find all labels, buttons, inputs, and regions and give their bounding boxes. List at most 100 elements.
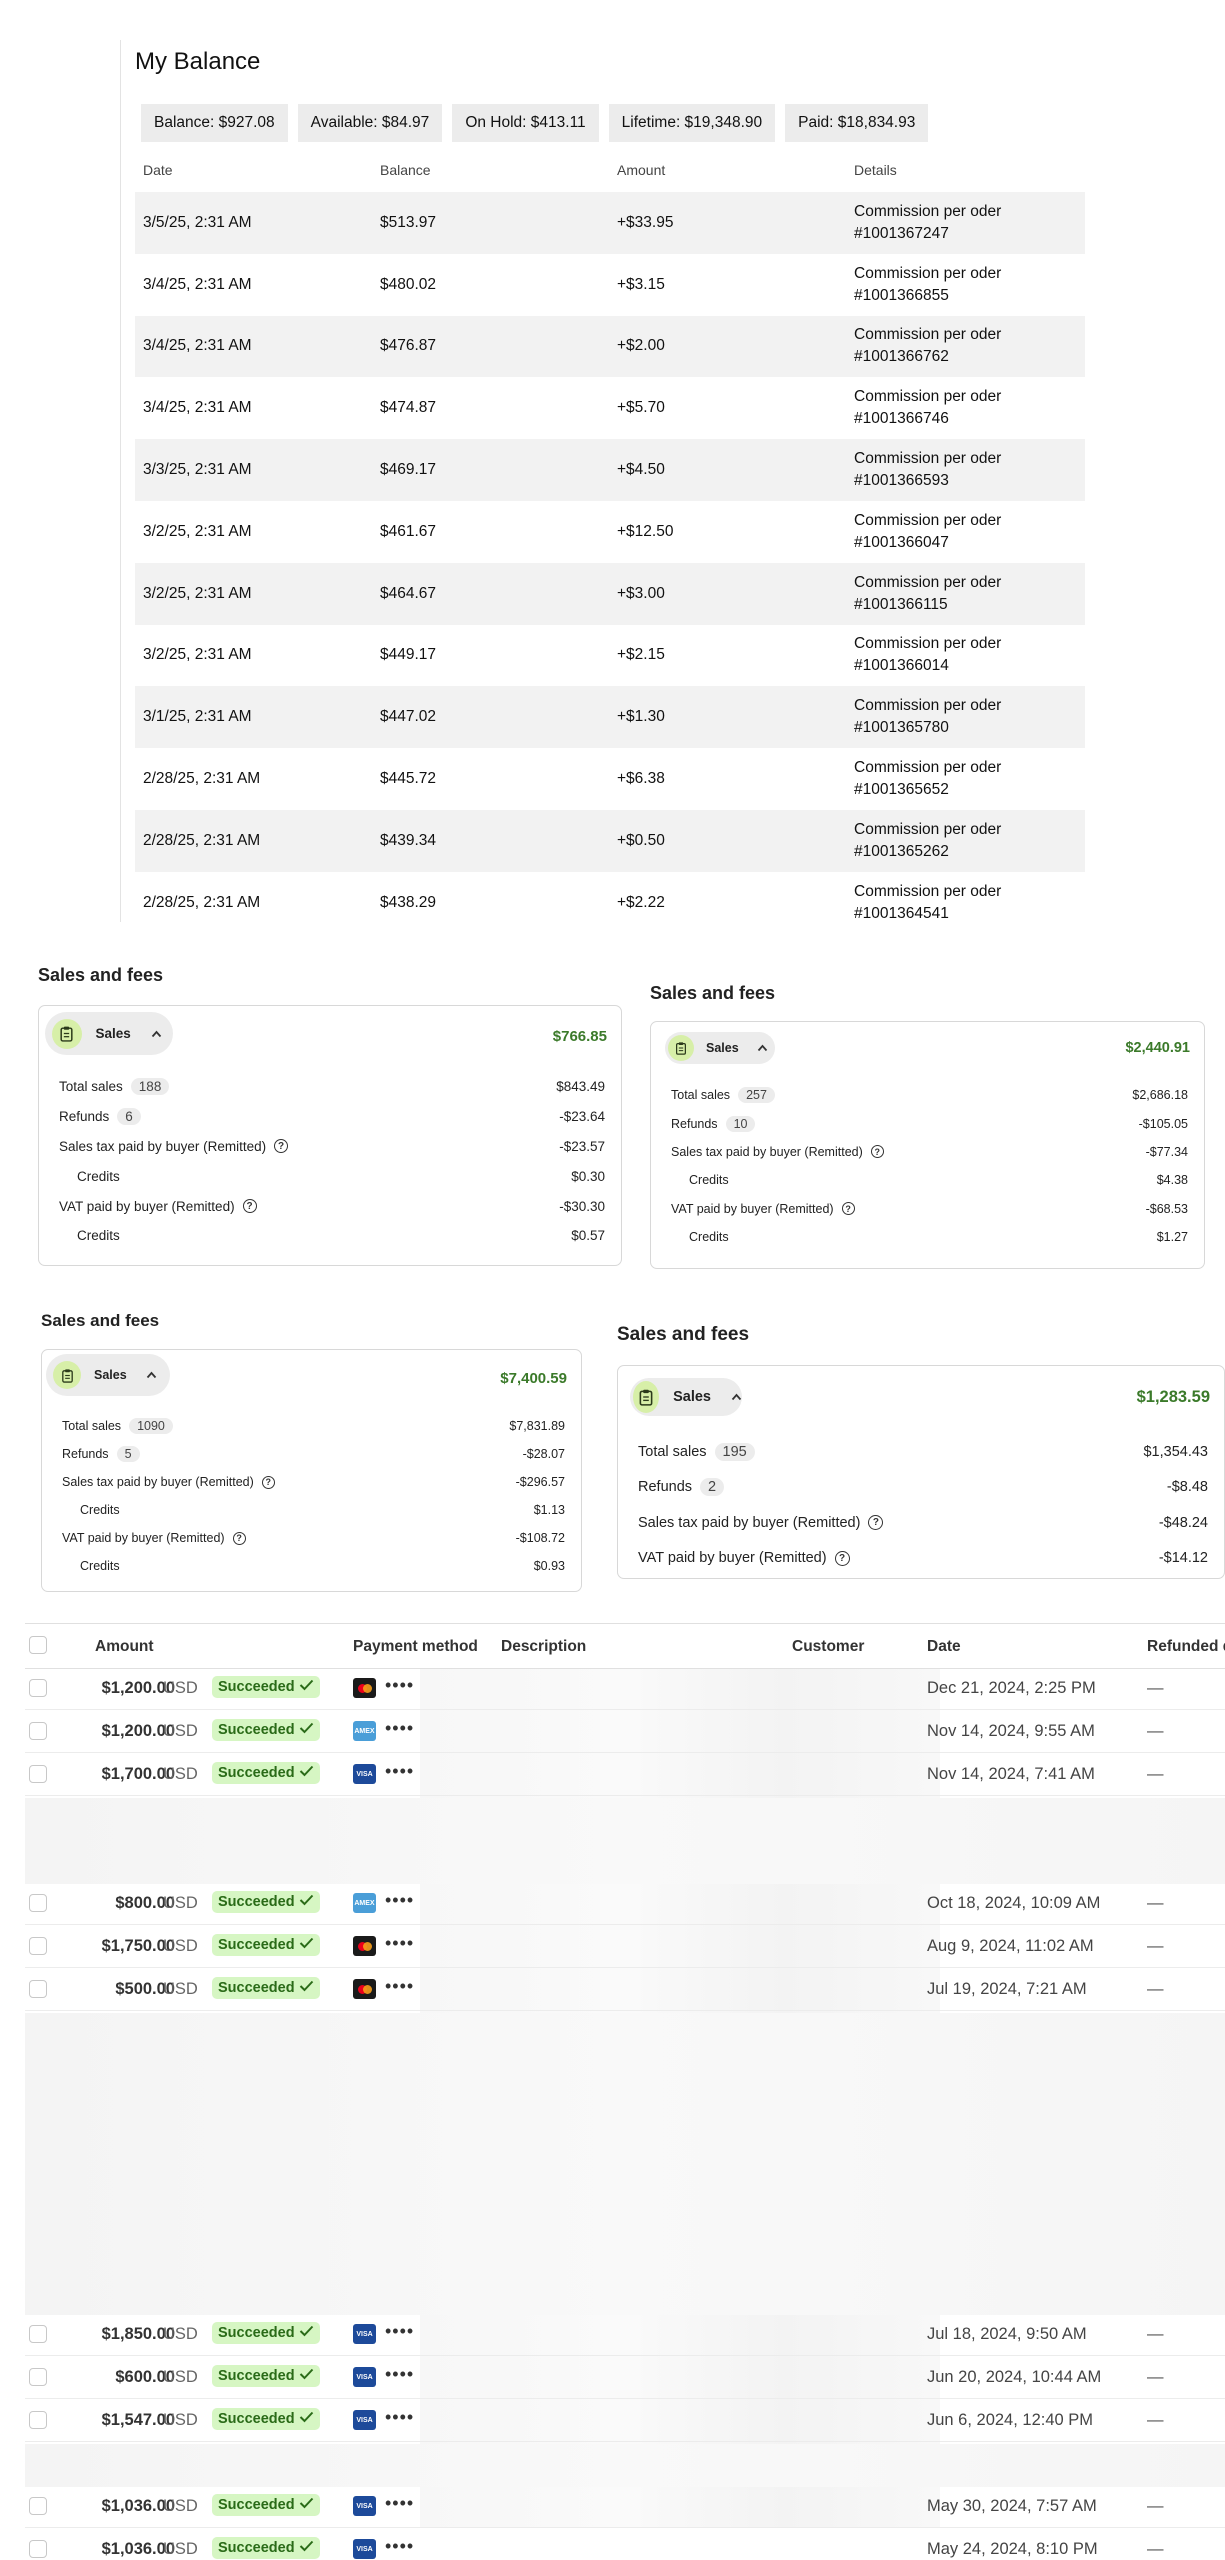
sales-line-label: Credits [80, 1503, 120, 1517]
refunded-value: — [1147, 2325, 1164, 2343]
row-checkbox[interactable] [29, 2325, 47, 2343]
sales-line-label-wrap: Total sales 1090 [62, 1418, 173, 1434]
status-label: Succeeded [218, 1980, 295, 1996]
count-badge: 195 [714, 1442, 755, 1461]
row-checkbox[interactable] [29, 1722, 47, 1740]
payment-amount: $1,547.00 [101, 2411, 175, 2429]
row-checkbox[interactable] [29, 2368, 47, 2386]
payment-currency: USD [163, 1722, 198, 1740]
balance-table-header: Date Balance Amount Details [135, 162, 1085, 178]
row-checkbox[interactable] [29, 1679, 47, 1697]
status-badge: Succeeded [212, 1934, 320, 1956]
row-checkbox[interactable] [29, 1980, 47, 1998]
row-details-text: Commission per oder [854, 759, 1002, 777]
check-icon [299, 1679, 314, 1695]
row-amount: +$3.15 [617, 275, 665, 293]
sales-toggle[interactable]: Sales [665, 1032, 775, 1064]
help-icon[interactable]: ? [274, 1139, 289, 1154]
count-badge: 1090 [129, 1418, 173, 1434]
payment-row[interactable]: $1,700.00 USD Succeeded VISA •••• Nov 14, 202… [25, 1753, 1225, 1796]
sales-label: Sales [706, 1041, 739, 1055]
row-date: 3/2/25, 2:31 AM [143, 522, 252, 540]
sales-line: Sales tax paid by buyer (Remitted)? -$296… [62, 1468, 565, 1496]
payment-row[interactable]: $1,547.00 USD Succeeded VISA •••• Jun 6, 2024… [25, 2399, 1225, 2442]
row-balance: $513.97 [380, 213, 437, 231]
payment-currency: USD [163, 2411, 198, 2429]
sales-toggle[interactable]: Sales [46, 1354, 170, 1396]
help-icon[interactable]: ? [868, 1515, 884, 1531]
balance-row: 3/3/25, 2:31 AM $469.17 +$4.50 Commission p… [135, 439, 1085, 501]
row-balance: $439.34 [380, 831, 437, 849]
payment-row[interactable]: $1,750.00 USD Succeeded •••• Aug 9, 2024, 11… [25, 1925, 1225, 1968]
help-icon[interactable]: ? [841, 1202, 855, 1216]
help-icon[interactable]: ? [870, 1145, 884, 1159]
help-icon[interactable]: ? [232, 1531, 246, 1545]
row-checkbox[interactable] [29, 1765, 47, 1783]
row-order-number: #1001365652 [854, 781, 949, 799]
help-icon[interactable]: ? [834, 1550, 850, 1566]
sales-line-value: -$68.53 [1145, 1201, 1188, 1216]
payment-date: Dec 21, 2024, 2:25 PM [927, 1679, 1096, 1697]
row-checkbox[interactable] [29, 2540, 47, 2558]
sales-fees-title: Sales and fees [38, 965, 164, 985]
row-details-text: Commission per oder [854, 635, 1002, 653]
sales-line-label-wrap: Sales tax paid by buyer (Remitted)? [62, 1475, 275, 1489]
sales-line-label: Total sales [59, 1079, 123, 1095]
sales-toggle[interactable]: Sales [630, 1378, 742, 1416]
masked-card-number: •••• [385, 2407, 415, 2427]
row-order-number: #1001366855 [854, 286, 949, 304]
payment-row[interactable]: $1,036.00 USD Succeeded VISA •••• May 30, 202… [25, 2485, 1225, 2528]
sales-line-value: -$23.57 [559, 1138, 605, 1154]
sales-toggle[interactable]: Sales [45, 1012, 173, 1055]
row-details-text: Commission per oder [854, 202, 1002, 220]
refunded-value: — [1147, 2368, 1164, 2386]
select-all-checkbox[interactable] [29, 1636, 47, 1654]
sales-line-label-wrap: VAT paid by buyer (Remitted)? [62, 1531, 246, 1545]
sales-line: Total sales 1090 $7,831.89 [62, 1412, 565, 1440]
sales-line: Credits $0.93 [62, 1552, 565, 1580]
row-details: Commission per oder #1001366593 [846, 448, 1085, 492]
chevron-up-icon [146, 1368, 157, 1382]
row-checkbox[interactable] [29, 1894, 47, 1912]
row-details-text: Commission per oder [854, 882, 1002, 900]
row-details-text: Commission per oder [854, 388, 1002, 406]
payment-row[interactable]: $500.00 USD Succeeded •••• Jul 19, 2024, 7:2… [25, 1968, 1225, 2011]
row-checkbox[interactable] [29, 2411, 47, 2429]
sales-label: Sales [95, 1026, 131, 1041]
col-amount: Amount [95, 1638, 154, 1655]
refunded-value: — [1147, 1765, 1164, 1783]
balance-row: 3/5/25, 2:31 AM $513.97 +$33.95 Commission … [135, 192, 1085, 254]
sales-line: Sales tax paid by buyer (Remitted)? -$77.… [671, 1138, 1188, 1166]
row-date: 3/1/25, 2:31 AM [143, 708, 252, 726]
payment-row[interactable]: $800.00 USD Succeeded AMEX •••• Oct 18, 2024,… [25, 1882, 1225, 1925]
sales-line-label-wrap: Total sales 257 [671, 1087, 775, 1104]
col-details: Details [854, 162, 897, 178]
row-checkbox[interactable] [29, 2497, 47, 2515]
balance-row: 2/28/25, 2:31 AM $438.29 +$2.22 Commission … [135, 872, 1085, 922]
sales-line-label: VAT paid by buyer (Remitted) [59, 1198, 235, 1214]
row-amount: +$2.15 [617, 646, 665, 664]
payment-currency: USD [163, 1765, 198, 1783]
visa-icon: VISA [353, 2410, 376, 2430]
payment-row[interactable]: $1,850.00 USD Succeeded VISA •••• Jul 18, 202… [25, 2313, 1225, 2356]
payment-date: May 30, 2024, 7:57 AM [927, 2497, 1097, 2515]
payment-row[interactable]: $1,200.00 USD Succeeded •••• Dec 21, 2024, 2… [25, 1667, 1225, 1710]
row-checkbox[interactable] [29, 1937, 47, 1955]
payment-row[interactable]: $1,200.00 USD Succeeded AMEX •••• Nov 14, 202… [25, 1710, 1225, 1753]
row-details-text: Commission per oder [854, 511, 1002, 529]
check-icon [299, 1765, 314, 1781]
help-icon[interactable]: ? [242, 1199, 257, 1214]
payment-row[interactable]: $1,036.00 USD Succeeded VISA •••• May 24, 202… [25, 2528, 1225, 2560]
help-icon[interactable]: ? [261, 1475, 275, 1489]
payment-currency: USD [163, 1894, 198, 1912]
payment-amount: $1,850.00 [101, 2325, 175, 2343]
check-icon [299, 2540, 314, 2556]
row-amount: +$3.00 [617, 584, 665, 602]
masked-card-number: •••• [385, 1761, 415, 1781]
sales-line-label-wrap: Credits [671, 1230, 729, 1244]
sales-line: Credits $1.27 [671, 1223, 1188, 1251]
sales-line: Total sales 257 $2,686.18 [671, 1081, 1188, 1109]
payment-row[interactable]: $600.00 USD Succeeded VISA •••• Jun 20, 2024,… [25, 2356, 1225, 2399]
sales-line: Total sales 195 $1,354.43 [638, 1434, 1208, 1470]
check-icon [299, 1980, 314, 1996]
